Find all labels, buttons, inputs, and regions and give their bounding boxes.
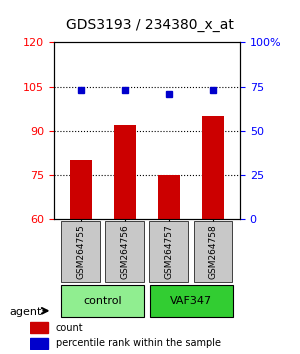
- FancyBboxPatch shape: [105, 221, 144, 282]
- FancyBboxPatch shape: [150, 285, 233, 317]
- Text: GSM264758: GSM264758: [209, 224, 218, 279]
- Text: GSM264757: GSM264757: [165, 224, 174, 279]
- Text: percentile rank within the sample: percentile rank within the sample: [56, 338, 220, 348]
- Bar: [202, 116, 224, 219]
- Text: VAF347: VAF347: [170, 296, 212, 306]
- FancyBboxPatch shape: [194, 221, 232, 282]
- Bar: [114, 125, 136, 219]
- Text: control: control: [83, 296, 122, 306]
- Bar: [158, 175, 180, 219]
- FancyBboxPatch shape: [149, 221, 188, 282]
- Text: GDS3193 / 234380_x_at: GDS3193 / 234380_x_at: [66, 18, 234, 32]
- Bar: [70, 160, 92, 219]
- Bar: [30, 322, 48, 333]
- Bar: [30, 338, 48, 349]
- Text: agent: agent: [9, 307, 41, 316]
- Text: GSM264755: GSM264755: [76, 224, 85, 279]
- FancyBboxPatch shape: [61, 221, 100, 282]
- FancyBboxPatch shape: [61, 285, 144, 317]
- Text: GSM264756: GSM264756: [120, 224, 129, 279]
- Text: count: count: [56, 322, 83, 332]
